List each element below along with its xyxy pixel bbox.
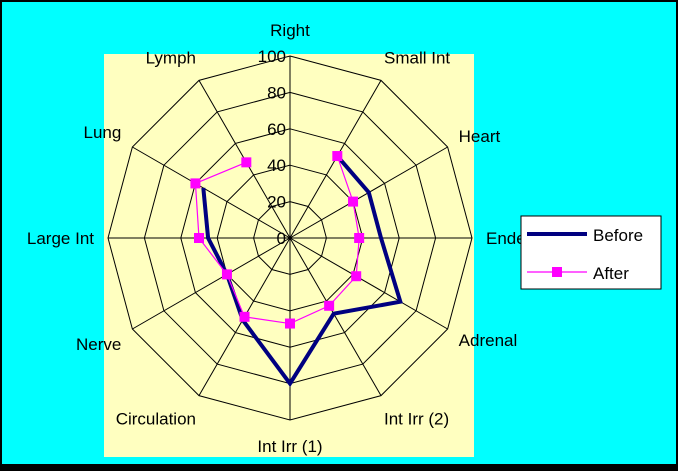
axis-label-0: Right <box>270 21 310 40</box>
axis-label-11: Lymph <box>146 48 196 67</box>
tick-label-100: 100 <box>258 47 286 66</box>
axis-label-9: Large Int <box>27 229 94 248</box>
axis-label-3: Ende <box>486 229 526 248</box>
grid-spoke-5 <box>289 237 382 396</box>
data-point-after-9 <box>194 233 204 243</box>
data-point-after-1 <box>332 151 343 162</box>
tick-label-0: 0 <box>277 229 286 248</box>
tick-label-60: 60 <box>267 120 286 139</box>
data-point-after-7 <box>239 311 250 322</box>
data-point-after-3 <box>354 233 365 243</box>
axis-label-8: Nerve <box>76 335 121 354</box>
tick-label-40: 40 <box>267 156 286 175</box>
axis-label-5: Int Irr (2) <box>384 410 449 429</box>
legend: Before After <box>520 215 662 290</box>
axis-labels: 0 20 40 60 80 100 Right Small Int Heart Ende Adren… <box>27 21 526 456</box>
grid-spoke-8 <box>132 237 291 330</box>
axis-label-7: Circulation <box>116 410 196 429</box>
axis-label-2: Heart <box>459 127 501 146</box>
data-point-after-10 <box>190 178 201 189</box>
series-line-before-0 <box>201 154 403 388</box>
axis-label-6: Int Irr (1) <box>257 437 322 456</box>
axis-label-10: Lung <box>84 123 122 142</box>
grid-spoke-4 <box>289 237 448 330</box>
legend-label-before: Before <box>593 226 643 245</box>
axis-label-4: Adrenal <box>459 331 518 350</box>
axis-label-1: Small Int <box>384 48 450 67</box>
tick-label-20: 20 <box>267 193 286 212</box>
legend-box <box>520 215 662 290</box>
data-point-after-4 <box>351 271 362 282</box>
grid-spoke-10 <box>132 146 291 239</box>
data-point-after-8 <box>221 269 232 280</box>
data-point-after-6 <box>285 318 295 329</box>
data-point-after-5 <box>324 300 335 311</box>
series-layer <box>190 151 403 388</box>
plot-background <box>104 54 474 457</box>
tick-label-80: 80 <box>267 83 286 102</box>
legend-marker-after <box>552 267 562 277</box>
legend-label-after: After <box>593 264 629 283</box>
data-point-after-2 <box>348 196 359 207</box>
data-point-after-11 <box>241 157 252 168</box>
